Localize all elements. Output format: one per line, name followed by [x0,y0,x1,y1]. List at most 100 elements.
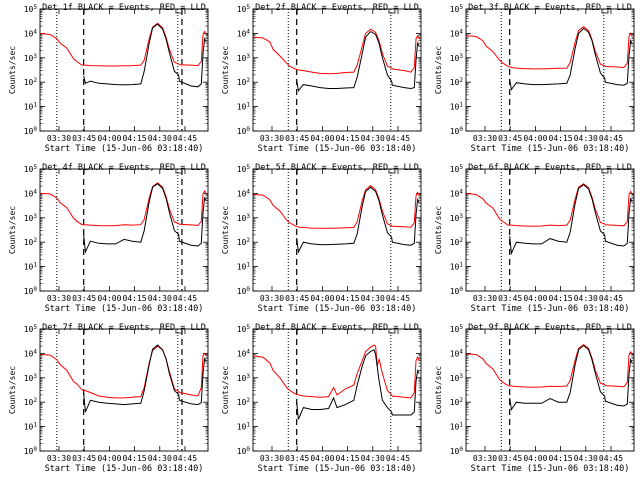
chart-title: Det 6f BLACK = Events, RED = LLD [468,163,632,173]
x-tick-label: 04:30 [574,454,598,463]
y-tick-label: 102 [24,77,38,87]
lld-series-line [252,184,420,229]
y-tick-label: 104 [237,28,251,38]
y-tick-label: 105 [237,164,251,174]
y-axis-label: Counts/sec [8,206,17,254]
x-tick-label: 04:15 [549,294,573,303]
lld-series-line [252,344,420,399]
plot-frame [252,168,422,292]
x-tick-label: 03:30 [260,294,284,303]
attenuator-bracket [388,9,396,14]
y-tick-label: 101 [450,262,464,272]
y-tick-label: 104 [450,348,464,358]
x-tick-label: 03:45 [72,454,96,463]
y-tick-label: 103 [237,373,251,383]
y-tick-label: 100 [237,446,251,456]
attenuator-bracket [175,329,183,334]
detector-panel: Det 5f BLACK = Events, RED = LLD 100 101 10… [221,163,422,314]
y-tick-label: 105 [24,164,38,174]
events-series-line [296,30,420,92]
detector-panel: Det 6f BLACK = Events, RED = LLD 100 101 10… [434,163,635,314]
x-tick-label: 04:15 [549,134,573,143]
y-tick-label: 100 [237,286,251,296]
lld-series-line [39,182,207,227]
y-axis-label: Counts/sec [8,46,17,94]
chart-title: Det 3f BLACK = Events, RED = LLD [468,3,632,13]
y-tick-label: 101 [237,422,251,432]
y-axis-label: Counts/sec [434,366,443,414]
x-tick-label: 04:30 [148,294,172,303]
x-tick-label: 04:15 [123,134,147,143]
plot-frame [465,168,635,292]
y-axis-label: Counts/sec [221,46,230,94]
x-tick-label: 03:30 [473,454,497,463]
x-tick-label: 04:00 [523,294,547,303]
x-tick-label: 04:45 [386,454,410,463]
events-series-line [296,349,420,420]
y-tick-label: 101 [450,102,464,112]
y-tick-label: 102 [24,397,38,407]
y-tick-label: 100 [450,286,464,296]
y-axis-label: Counts/sec [434,206,443,254]
events-series-line [83,183,207,254]
x-tick-label: 03:30 [47,294,71,303]
lld-series-line [465,183,633,227]
x-axis-label: Start Time (15-Jun-06 03:18:40) [45,464,204,474]
x-tick-label: 04:45 [386,134,410,143]
x-tick-label: 04:45 [599,134,623,143]
x-axis-label: Start Time (15-Jun-06 03:18:40) [471,464,630,474]
x-tick-label: 04:45 [599,454,623,463]
x-tick-label: 04:15 [123,294,147,303]
y-tick-label: 102 [237,77,251,87]
y-tick-label: 101 [24,102,38,112]
plot-frame [252,328,422,452]
x-tick-label: 03:45 [498,134,522,143]
plot-frame [465,328,635,452]
x-tick-label: 03:30 [47,454,71,463]
events-series-line [83,23,207,88]
y-tick-label: 101 [237,262,251,272]
events-series-line [83,344,207,413]
events-series-line [509,183,633,256]
detector-panel: Det 9f BLACK = Events, RED = LLD 100 101 10… [434,323,635,474]
x-axis-label: Start Time (15-Jun-06 03:18:40) [471,304,630,314]
x-tick-label: 04:00 [310,454,334,463]
chart-title: Det 4f BLACK = Events, RED = LLD [42,163,206,173]
y-tick-label: 103 [24,373,38,383]
attenuator-bracket [601,329,609,334]
x-tick-label: 04:45 [173,294,197,303]
x-tick-label: 03:45 [285,294,309,303]
x-tick-label: 04:30 [574,134,598,143]
x-axis-label: Start Time (15-Jun-06 03:18:40) [258,304,417,314]
x-tick-label: 04:15 [336,134,360,143]
x-tick-label: 03:30 [260,134,284,143]
y-tick-label: 103 [237,213,251,223]
y-tick-label: 102 [450,77,464,87]
x-tick-label: 04:30 [361,134,385,143]
plot-frame [252,8,422,132]
plot-frame [39,168,209,292]
lld-series-line [252,28,420,75]
x-tick-label: 04:15 [549,454,573,463]
y-tick-label: 105 [450,164,464,174]
x-axis-label: Start Time (15-Jun-06 03:18:40) [45,304,204,314]
x-tick-label: 03:45 [498,454,522,463]
y-tick-label: 100 [237,126,251,136]
y-tick-label: 100 [24,286,38,296]
lld-series-line [465,25,633,70]
y-tick-label: 103 [24,53,38,63]
y-tick-label: 103 [24,213,38,223]
y-tick-label: 105 [237,324,251,334]
x-tick-label: 03:30 [473,294,497,303]
attenuator-bracket [175,9,183,14]
x-tick-label: 03:45 [285,134,309,143]
x-axis-label: Start Time (15-Jun-06 03:18:40) [471,144,630,154]
y-tick-label: 104 [450,28,464,38]
x-tick-label: 04:00 [523,134,547,143]
y-tick-label: 104 [237,348,251,358]
plot-frame [465,8,635,132]
detector-panel: Det 2f BLACK = Events, RED = LLD 100 101 10… [221,3,422,154]
y-tick-label: 104 [24,28,38,38]
detector-panel: Det 8f BLACK = Events, RED = LLD 100 101 10… [221,323,422,474]
